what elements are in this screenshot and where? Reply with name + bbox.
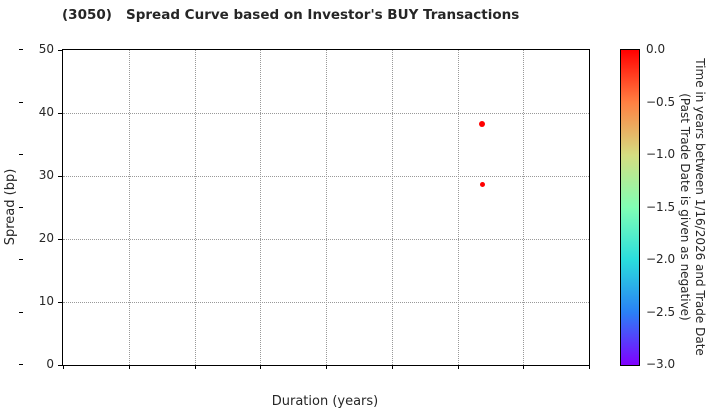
x-tick-mark [589, 365, 590, 369]
colorbar-tick-label: −2.0 [646, 252, 676, 266]
y-tick-label: 40 [38, 105, 54, 119]
colorbar-tick-label: 0.0 [646, 42, 666, 56]
y-tick-label: 10 [38, 294, 54, 308]
colorbar-tick-label: −1.0 [646, 147, 676, 161]
x-tick-mark [194, 365, 196, 369]
colorbar-tick-mark [19, 364, 23, 365]
colorbar-tick-label: −0.5 [646, 94, 676, 109]
x-tick-mark [260, 365, 262, 369]
colorbar-tick-mark [19, 259, 23, 260]
y-grid-line [63, 113, 589, 114]
x-grid-line [326, 50, 327, 365]
colorbar-label-line1: Time in years between 1/16/2026 and Trad… [693, 58, 707, 356]
colorbar-tick-mark [19, 154, 23, 155]
colorbar [620, 49, 640, 366]
x-tick-mark [128, 365, 130, 369]
plot-area: 0.00.51.01.52.02.53.03.54.0 [58, 49, 590, 369]
x-grid-line [128, 50, 130, 365]
chart-title: (3050) Spread Curve based on Investor's … [62, 7, 520, 23]
x-tick-mark [63, 365, 64, 369]
y-tick-label: 0 [46, 357, 54, 371]
x-tick-mark [523, 365, 525, 369]
colorbar-tick-label: −1.5 [646, 199, 676, 214]
x-grid-line [194, 50, 196, 365]
data-point [479, 181, 485, 187]
data-point [479, 120, 486, 127]
y-axis-label: Spread (bp) [3, 168, 18, 246]
colorbar-tick-label: −2.5 [646, 304, 676, 319]
y-tick-label: 50 [38, 42, 54, 56]
y-grid-line [63, 176, 589, 177]
colorbar-tick-mark [19, 49, 23, 50]
x-grid-line [260, 50, 262, 365]
x-grid-line [391, 50, 393, 365]
y-tick-mark [58, 176, 62, 177]
y-grid-line [63, 239, 589, 240]
x-tick-mark [391, 365, 393, 369]
x-tick-mark [326, 365, 327, 369]
x-axis-label: Duration (years) [271, 394, 379, 409]
colorbar-tick-label: −3.0 [646, 357, 676, 371]
y-tick-mark [58, 365, 62, 366]
y-tick-mark [58, 239, 62, 240]
x-tick-mark [457, 365, 459, 369]
colorbar-tick-mark [19, 311, 23, 313]
y-tick-mark [58, 50, 62, 51]
y-tick-label: 20 [38, 231, 54, 245]
y-grid-line [63, 302, 589, 303]
y-tick-mark [58, 302, 62, 303]
colorbar-tick-mark [19, 101, 23, 103]
y-tick-mark [58, 113, 62, 114]
y-tick-label: 30 [38, 168, 54, 182]
x-grid-line [523, 50, 525, 365]
x-grid-line [457, 50, 459, 365]
colorbar-tick-mark [19, 206, 23, 208]
